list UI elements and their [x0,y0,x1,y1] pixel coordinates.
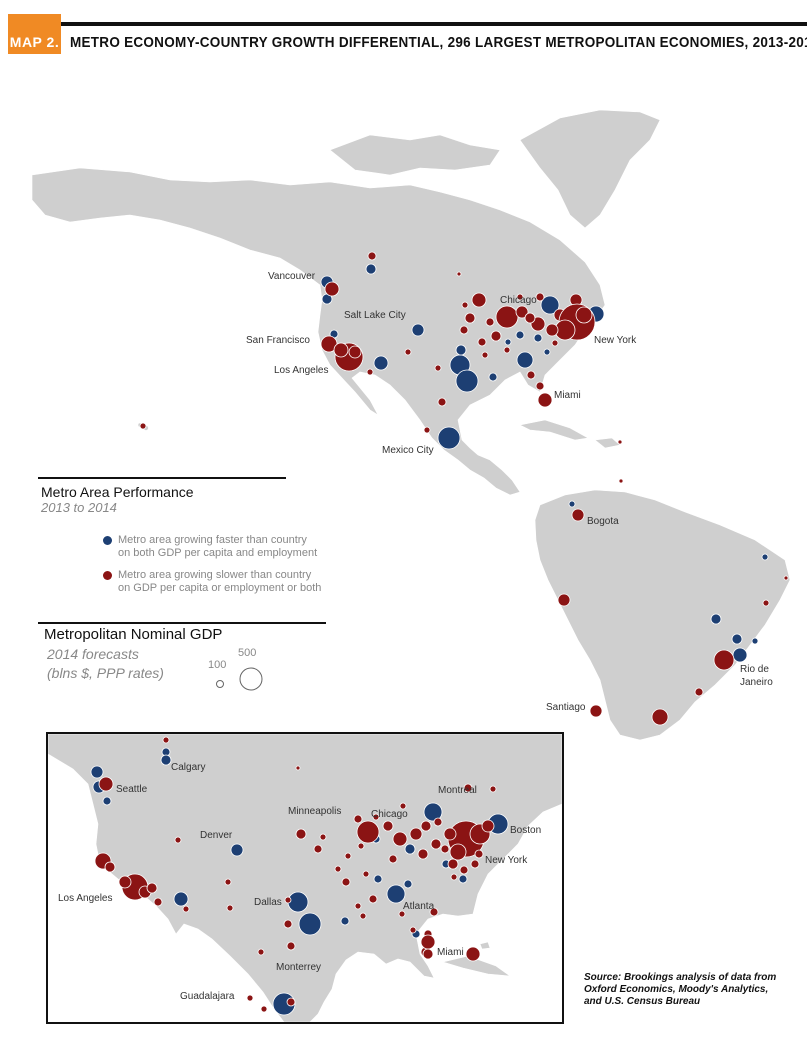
performance-legend-subtitle: 2013 to 2014 [41,500,117,515]
inset-label-new-york: New York [485,855,528,866]
label-san-francisco: San Francisco [246,335,310,346]
inset-label-chicago: Chicago [371,809,408,820]
size-label-large: 500 [238,647,257,659]
inset-bahamas [479,941,491,950]
performance-legend-title: Metro Area Performance [41,484,194,500]
faster-label-2: on both GDP per capita and employment [118,547,318,559]
cuba [519,419,589,441]
main-city-labels: Vancouver Salt Lake City Chicago San Fra… [246,271,773,713]
gdp-sub-2: (blns $, PPP rates) [47,665,164,681]
slower-metros [139,251,789,726]
legend-item-slower: Metro area growing slower than country o… [103,569,321,595]
gdp-legend-subtitle: 2014 forecasts (blns $, PPP rates) [47,645,164,683]
size-label-small: 100 [208,659,227,671]
slower-dot-icon [103,571,112,580]
faster-metros [320,263,769,663]
gdp-legend-rule [38,622,326,624]
faster-label-1: Metro area growing faster than country [118,534,307,546]
inset-city-labels: Calgary Seattle Montreal Minneapolis Chi… [58,762,541,1002]
legend-rule [38,477,286,479]
source-note: Source: Brookings analysis of data from … [584,972,776,1008]
inset-label-seattle: Seattle [116,784,148,795]
label-vancouver: Vancouver [268,271,316,282]
inset-slower-metros [94,736,497,1013]
inset-label-monterrey: Monterrey [276,962,321,973]
inset-label-denver: Denver [200,830,233,841]
large-size-circle [239,667,263,691]
inset-label-montreal: Montreal [438,785,477,796]
inset-label-guadalajara: Guadalajara [180,991,235,1002]
label-miami: Miami [554,390,581,401]
inset-label-minneapolis: Minneapolis [288,806,341,817]
label-new-york: New York [594,335,637,346]
header-rule [8,22,807,26]
gdp-sub-1: 2014 forecasts [47,646,139,662]
hispaniola [594,437,621,449]
arctic-islands [329,134,501,176]
inset-label-los-angeles: Los Angeles [58,893,113,904]
inset-map: Calgary Seattle Montreal Minneapolis Chi… [46,732,564,1024]
inset-label-dallas: Dallas [254,897,282,908]
map-title: METRO ECONOMY-COUNTRY GROWTH DIFFERENTIA… [70,34,807,51]
north-america [31,167,606,496]
inset-label-boston: Boston [510,825,541,836]
label-santiago: Santiago [546,702,586,713]
source-line-1: Source: Brookings analysis of data from [584,972,777,983]
label-salt-lake-city: Salt Lake City [344,310,406,321]
label-bogota: Bogota [587,516,619,527]
label-los-angeles: Los Angeles [274,365,329,376]
size-legend-circles [216,667,263,691]
inset-map-svg: Calgary Seattle Montreal Minneapolis Chi… [48,734,562,1022]
source-line-3: and U.S. Census Bureau [584,996,701,1007]
greenland [519,109,661,229]
legend-item-faster: Metro area growing faster than country o… [103,534,317,560]
inset-label-calgary: Calgary [171,762,205,773]
label-chicago: Chicago [500,295,537,306]
label-rio-1: Rio de [740,664,769,675]
americas-map: Vancouver Salt Lake City Chicago San Fra… [31,109,791,740]
label-rio-2: Janeiro [740,677,773,688]
faster-dot-icon [103,536,112,545]
label-mexico-city: Mexico City [382,445,434,456]
inset-label-miami: Miami [437,947,464,958]
map-tag: MAP 2. [8,14,61,54]
inset-label-atlanta: Atlanta [403,901,435,912]
small-size-circle [216,680,224,688]
slower-label-1: Metro area growing slower than country [118,569,312,581]
gdp-legend-title: Metropolitan Nominal GDP [44,626,223,643]
slower-label-2: on GDP per capita or employment or both [118,582,322,594]
source-line-2: Oxford Economics, Moody's Analytics, [584,984,769,995]
